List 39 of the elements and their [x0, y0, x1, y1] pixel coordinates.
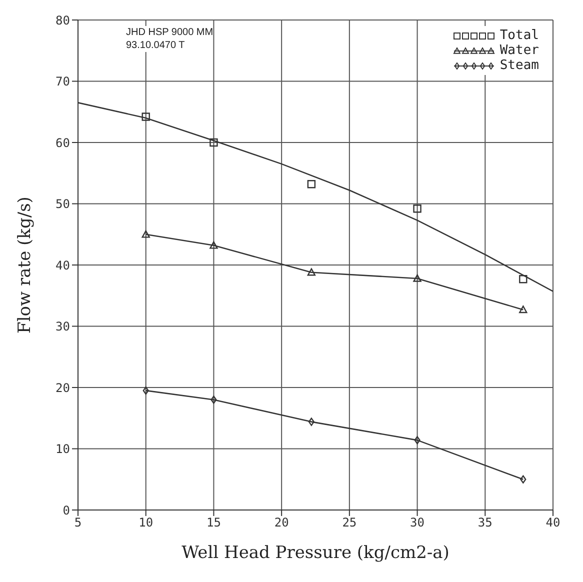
y-tick-label: 60 — [56, 136, 70, 150]
point — [307, 180, 316, 188]
y-tick-label: 70 — [56, 74, 70, 89]
point — [210, 396, 217, 404]
y-tick-label: 30 — [56, 320, 70, 334]
point — [519, 306, 528, 314]
point — [414, 436, 420, 444]
y-tick-label: 0 — [62, 503, 70, 518]
x-tick-label: 15 — [206, 516, 221, 530]
annotation: 93.10.0470 T — [126, 39, 186, 52]
point — [142, 386, 149, 395]
point — [413, 274, 422, 282]
y-tick-label: 80 — [56, 13, 70, 28]
legend-label: Steam — [500, 58, 539, 73]
y-tick-label: 20 — [56, 380, 70, 395]
point — [413, 204, 422, 213]
point — [308, 418, 314, 426]
point — [210, 241, 218, 249]
y-axis-title: Flow rate (kg/s) — [15, 196, 36, 334]
point — [520, 475, 526, 484]
y-tick-label: 40 — [56, 258, 70, 272]
annotation: JHD HSP 9000 MM — [126, 26, 214, 39]
point — [307, 268, 316, 276]
point — [142, 230, 150, 238]
x-axis-title: Well Head Pressure (kg/cm2-a) — [182, 543, 450, 563]
x-tick-label: 5 — [74, 516, 82, 530]
point — [210, 138, 218, 147]
x-tick-label: 25 — [342, 516, 357, 530]
y-tick-label: 10 — [56, 442, 70, 456]
y-tick-label: 50 — [56, 197, 70, 212]
legend-label: Water — [500, 43, 539, 58]
legend-label: Total — [500, 28, 539, 43]
x-tick-label: 35 — [478, 516, 492, 530]
x-tick-label: 40 — [546, 516, 560, 530]
x-tick-label: 20 — [274, 516, 289, 530]
point — [519, 274, 528, 284]
point — [142, 112, 150, 121]
x-tick-label: 30 — [410, 516, 425, 530]
x-tick-label: 10 — [138, 516, 154, 530]
